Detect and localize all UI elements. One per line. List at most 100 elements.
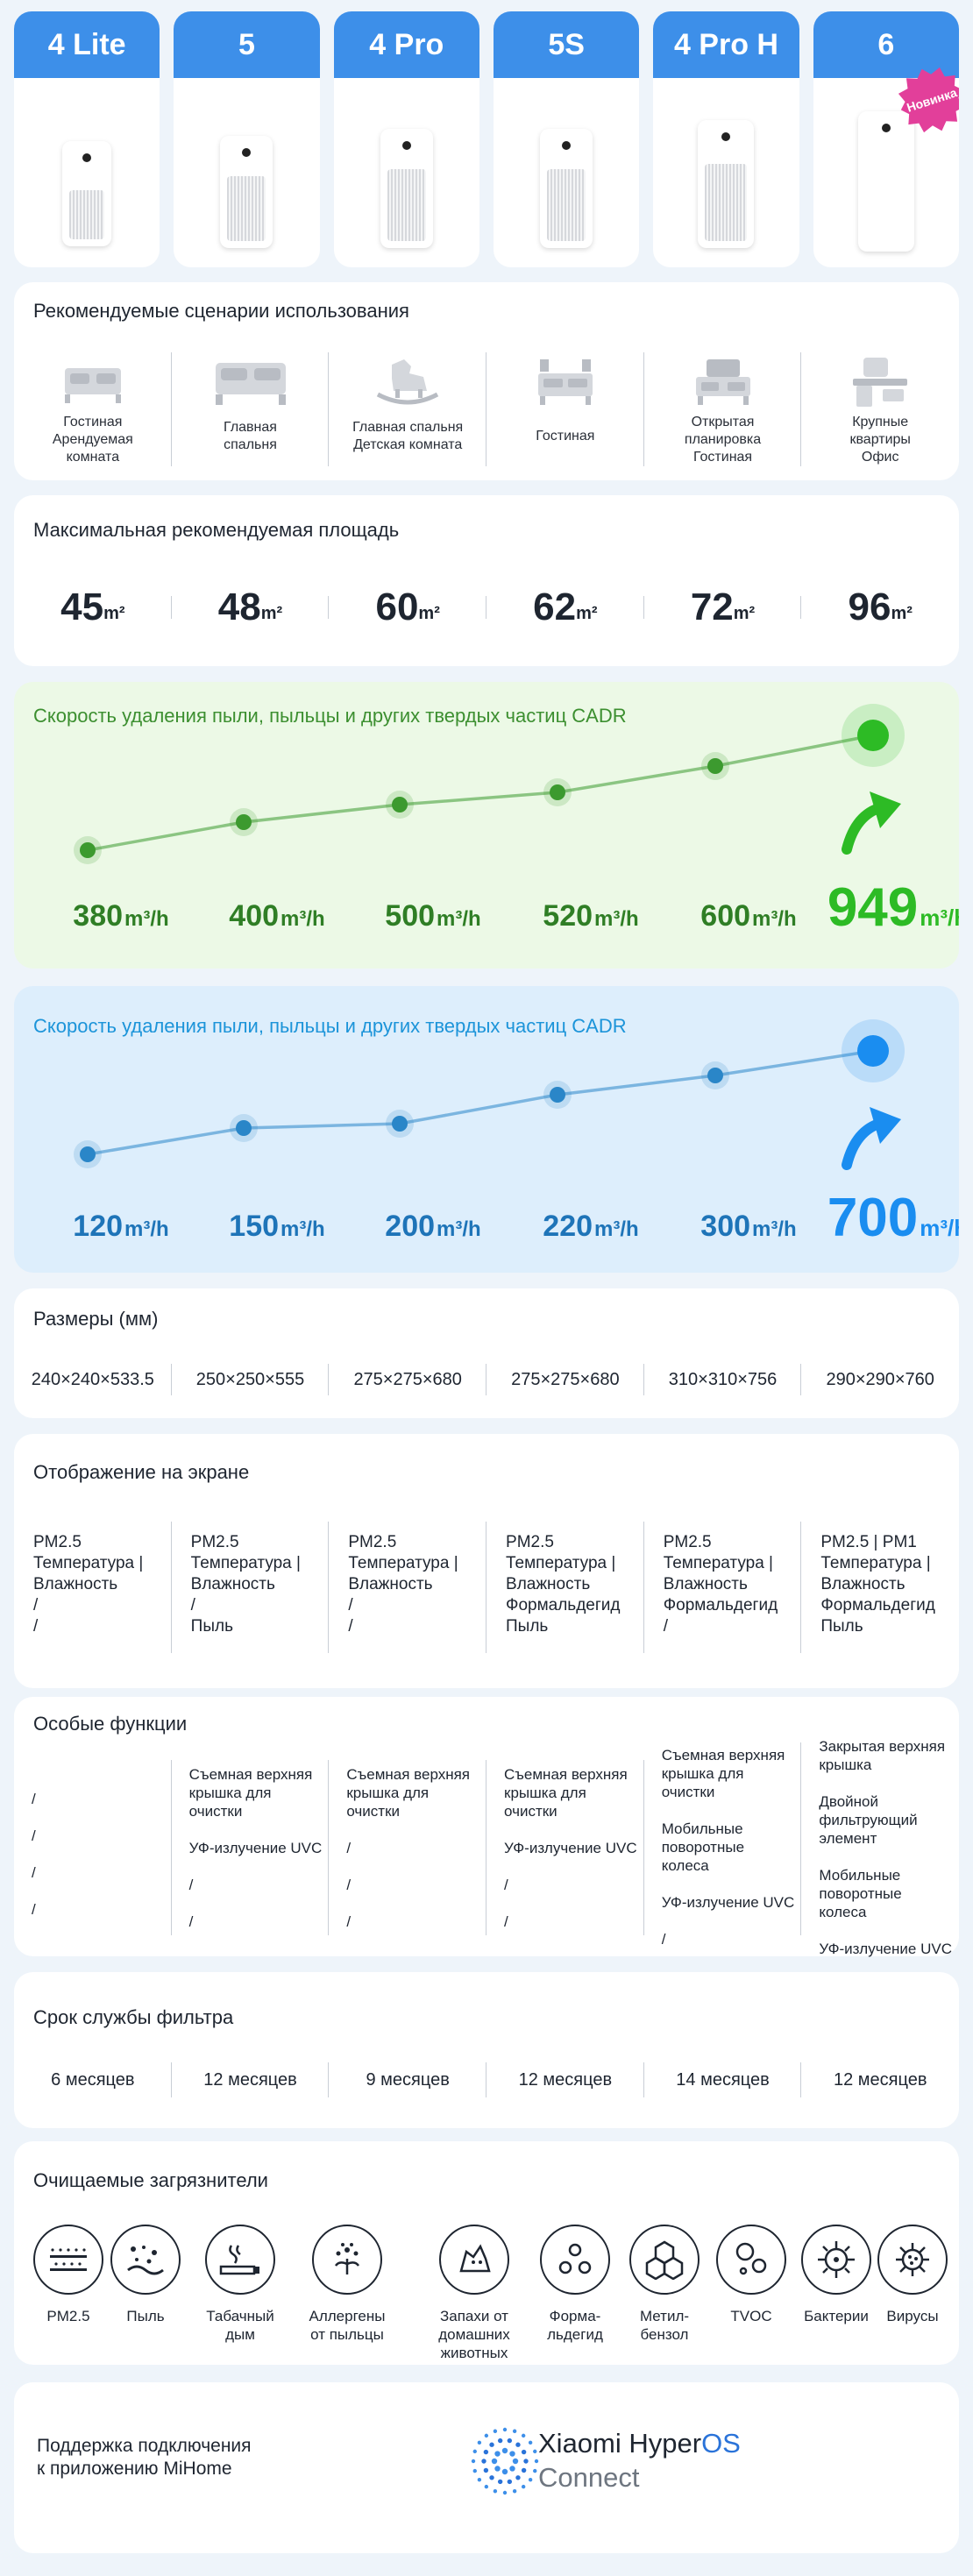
pollutant-item: Метил- бензол: [621, 2225, 708, 2344]
cadr-particles-value-label: 380m³/h: [73, 899, 168, 933]
model-tab: 4 Lite: [14, 11, 160, 78]
pollutant-label: Метил- бензол: [639, 2308, 690, 2343]
product-image: [62, 141, 112, 246]
scenario-label: Открытая планировка Гостиная: [684, 415, 762, 465]
pm25-icon: [33, 2225, 103, 2295]
cadr-particles-card: 380m³/h 400m³/h 500m³/h 520m³/h 600m³/h 949m³…: [14, 682, 959, 969]
cadr-blue-value-label: 220m³/h: [543, 1210, 638, 1243]
pollutant-item: Бактерии: [792, 2225, 880, 2325]
cadr-particles-point: [236, 814, 252, 830]
office-desk-icon: [851, 352, 909, 414]
up-arrow-icon: [842, 791, 901, 855]
pollutant-label: Табачный дым: [206, 2308, 274, 2343]
display-title: Отображение на экране: [33, 1461, 250, 1483]
display-card: Отображение на экране PM2.5 Температура …: [14, 1434, 959, 1688]
scenarios-card: Рекомендуемые сценарии использования Гос…: [14, 282, 959, 480]
hyperos-logo-icon: [471, 2427, 539, 2495]
pollutants-title: Очищаемые загрязнители: [33, 2169, 268, 2191]
model-tab: 5S: [493, 11, 640, 78]
product-image: [698, 120, 755, 248]
cadr-blue-value-label: 700m³/h: [827, 1188, 959, 1248]
cigarette-icon: [205, 2225, 275, 2295]
filter-life-value: 12 месяцев: [203, 2069, 297, 2090]
model-tab: 4 Pro H: [653, 11, 799, 78]
scenario-label: Крупные квартиры Офис: [849, 415, 911, 465]
model-column-4-pro: 4 Pro: [333, 11, 479, 267]
area-value: 62 m²: [486, 585, 644, 629]
virus-icon: [877, 2225, 948, 2295]
hyperos-brand: Xiaomi HyperOS: [538, 2428, 741, 2459]
filter-life-value: 6 месяцев: [51, 2069, 135, 2090]
dimension-value: 310×310×756: [668, 1369, 778, 1389]
dimensions-card: Размеры (мм) 240×240×533.5 250×250×555 2…: [14, 1288, 959, 1418]
formaldehyde-icon: [540, 2225, 610, 2295]
features-card: Особые функции / / / / Съемная верхняя к…: [14, 1697, 959, 1957]
cadr-particles-value-label: 600m³/h: [700, 899, 796, 933]
tv-console-icon: [536, 352, 594, 414]
cadr-particles-value-label: 949m³/h: [827, 877, 959, 938]
product-image: [220, 136, 273, 248]
scenario-label: Главная спальня Детская комната: [352, 420, 464, 452]
cadr-blue-trend-line: [87, 1049, 874, 1156]
cadr-particles-point: [80, 842, 96, 858]
model-header-row: 4 Lite 5 4 Pro 5S 4 Pro H 6 Новинка: [14, 11, 959, 267]
dimension-value: 250×250×555: [195, 1369, 305, 1389]
cadr-blue-value-label: 150m³/h: [229, 1210, 324, 1243]
pollutant-label: PM2.5: [46, 2308, 90, 2324]
feature-cell: Съемная верхняя крышка для очистки УФ-из…: [486, 1742, 644, 1944]
area-value: 60 m²: [329, 585, 487, 629]
feature-cell: Съемная верхняя крышка для очистки Мобил…: [644, 1742, 802, 1948]
pollutant-item: Вирусы: [873, 2225, 952, 2325]
pollutant-item: Форма- льдегид: [531, 2225, 619, 2344]
methylbenzene-icon: [629, 2225, 700, 2295]
dimension-value: 275×275×680: [511, 1369, 620, 1389]
cadr-blue-point: [707, 1068, 723, 1083]
pollutant-item: TVOC: [712, 2225, 791, 2325]
hyperos-connect: Connect: [538, 2462, 640, 2493]
cadr-particles-value-label: 520m³/h: [543, 899, 638, 933]
feature-cell: Съемная верхняя крышка для очистки / / /: [329, 1742, 487, 1944]
scenario-item: Крупные квартиры Офис: [801, 352, 959, 466]
scenario-item: Открытая планировка Гостиная: [644, 352, 802, 466]
sofa-icon: [694, 352, 752, 414]
cadr-blue-title: Скорость удаления пыли, пыльцы и других …: [33, 1015, 627, 1037]
cadr-blue-point: [236, 1120, 252, 1136]
pollutant-label: Пыль: [126, 2308, 165, 2324]
pet-icon: [439, 2225, 509, 2295]
features-title: Особые функции: [33, 1713, 188, 1735]
app-support-text: Поддержка подключения к приложению MiHom…: [37, 2436, 252, 2479]
scenario-label: Гостиная: [536, 429, 595, 444]
cadr-blue-value-label: 300m³/h: [700, 1210, 796, 1243]
pollutants-card: Очищаемые загрязнители PM2.5 Пыль Табачн…: [14, 2141, 959, 2365]
scenario-item: Гостиная: [486, 352, 644, 466]
display-cell: PM2.5 Температура | Влажность Формальдег…: [486, 1513, 644, 1653]
pollutant-label: Вирусы: [886, 2308, 939, 2324]
pollutant-label: TVOC: [730, 2308, 772, 2324]
cadr-particles-point: [707, 758, 723, 774]
display-cell: PM2.5 Температура | Влажность Формальдег…: [644, 1513, 802, 1653]
display-cell: PM2.5 | PM1 Температура | Влажность Форм…: [820, 1533, 935, 1636]
model-column-5s: 5S: [493, 11, 640, 267]
cadr-particles-point: [392, 797, 408, 813]
cadr-blue-point: [550, 1087, 565, 1103]
model-column-4-pro-h: 4 Pro H: [653, 11, 799, 267]
area-value: 72 m²: [644, 585, 802, 629]
cadr-blue-point: [80, 1146, 96, 1162]
model-tab: 4 Pro: [333, 11, 479, 78]
pollutant-item: Пыль: [110, 2225, 181, 2325]
cadr-particles-title: Скорость удаления пыли, пыльцы и других …: [33, 705, 627, 727]
pollutant-label: Форма- льдегид: [547, 2308, 603, 2343]
model-tab: 6: [813, 11, 959, 78]
bacteria-icon: [801, 2225, 871, 2295]
scenario-label: Главная спальня: [224, 420, 277, 452]
filter-life-value: 12 месяцев: [518, 2069, 613, 2090]
dimensions-title: Размеры (мм): [33, 1308, 159, 1330]
display-cell: PM2.5 Температура | Влажность / /: [329, 1513, 487, 1653]
feature-cell: Закрытая верхняя крышка Двойной фильтрую…: [819, 1738, 952, 1957]
area-value: 48 m²: [172, 585, 330, 629]
display-cell: PM2.5 Температура | Влажность / Пыль: [172, 1513, 330, 1653]
pollutant-item: Запахи от домашних животных: [417, 2225, 531, 2362]
cadr-blue-card: 120m³/h 150m³/h 200m³/h 220m³/h 300m³/h 700m³…: [14, 986, 959, 1273]
model-column-4-lite: 4 Lite: [14, 11, 160, 267]
double-bed-icon: [214, 352, 288, 414]
